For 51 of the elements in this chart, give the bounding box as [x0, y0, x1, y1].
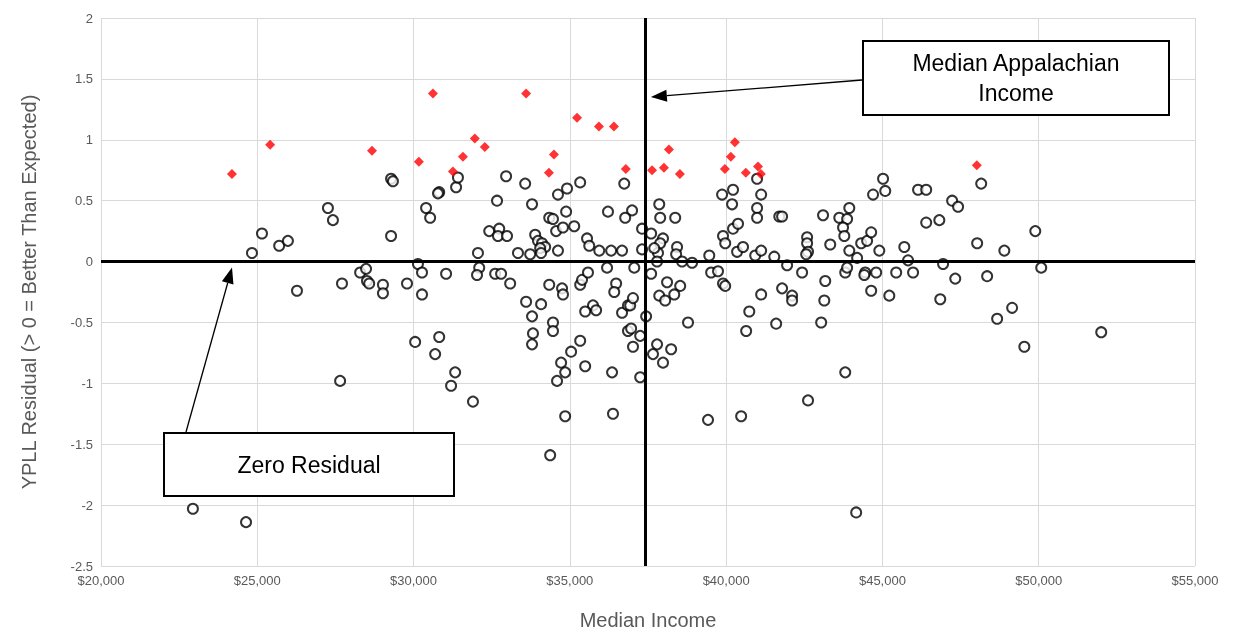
- y-axis-title: YPLL Residual (> 0 = Better Than Expected): [18, 94, 40, 490]
- x-tick-label: $40,000: [702, 573, 750, 588]
- point: [647, 165, 658, 176]
- x-tick-label: $50,000: [1015, 573, 1063, 588]
- point: [469, 133, 480, 144]
- x-tick-label: $25,000: [233, 573, 281, 588]
- point: [427, 88, 438, 99]
- point: [265, 139, 276, 150]
- annotation: Zero Residual: [237, 450, 381, 480]
- point: [753, 161, 764, 172]
- label-box: Zero Residual: [163, 432, 455, 497]
- x-axis-title: Median Income: [579, 609, 717, 631]
- point: [971, 160, 982, 171]
- point: [457, 151, 468, 162]
- y-tick-label: 0: [85, 254, 93, 270]
- point: [674, 168, 685, 179]
- x-tick-label: $55,000: [1171, 573, 1219, 588]
- y-tick-label: 1.5: [74, 71, 93, 87]
- y-tick-label: -1: [81, 375, 93, 391]
- point: [740, 167, 751, 178]
- y-tick-label: -2: [81, 497, 93, 513]
- label-box: Median Appalachian Income: [862, 40, 1170, 116]
- point: [572, 112, 583, 123]
- point: [620, 164, 631, 174]
- point: [755, 168, 766, 179]
- point: [663, 144, 674, 155]
- point: [367, 145, 377, 156]
- point: [479, 142, 490, 153]
- point: [729, 137, 740, 148]
- y-tick-label: 2: [85, 10, 93, 26]
- point: [226, 168, 237, 179]
- point: [413, 156, 424, 167]
- point: [593, 121, 604, 132]
- x-tick-label: $30,000: [390, 573, 438, 588]
- y-tick-label: 0.5: [74, 193, 93, 209]
- point: [447, 166, 458, 177]
- y-tick-label: -2.5: [70, 558, 93, 574]
- annotation: Median Appalachian Income: [911, 49, 1121, 108]
- x-tick-label: $45,000: [858, 573, 906, 588]
- point: [719, 164, 730, 174]
- point: [658, 162, 669, 173]
- point: [543, 167, 554, 178]
- point: [725, 151, 736, 162]
- x-tick-label: $35,000: [546, 573, 594, 588]
- point: [548, 149, 559, 160]
- point: [521, 88, 532, 99]
- point: [608, 121, 619, 132]
- y-tick-label: 1: [85, 132, 93, 148]
- y-tick-label: -1.5: [70, 436, 93, 452]
- y-tick-label: -0.5: [70, 314, 93, 330]
- x-tick-label: $20,000: [77, 573, 125, 588]
